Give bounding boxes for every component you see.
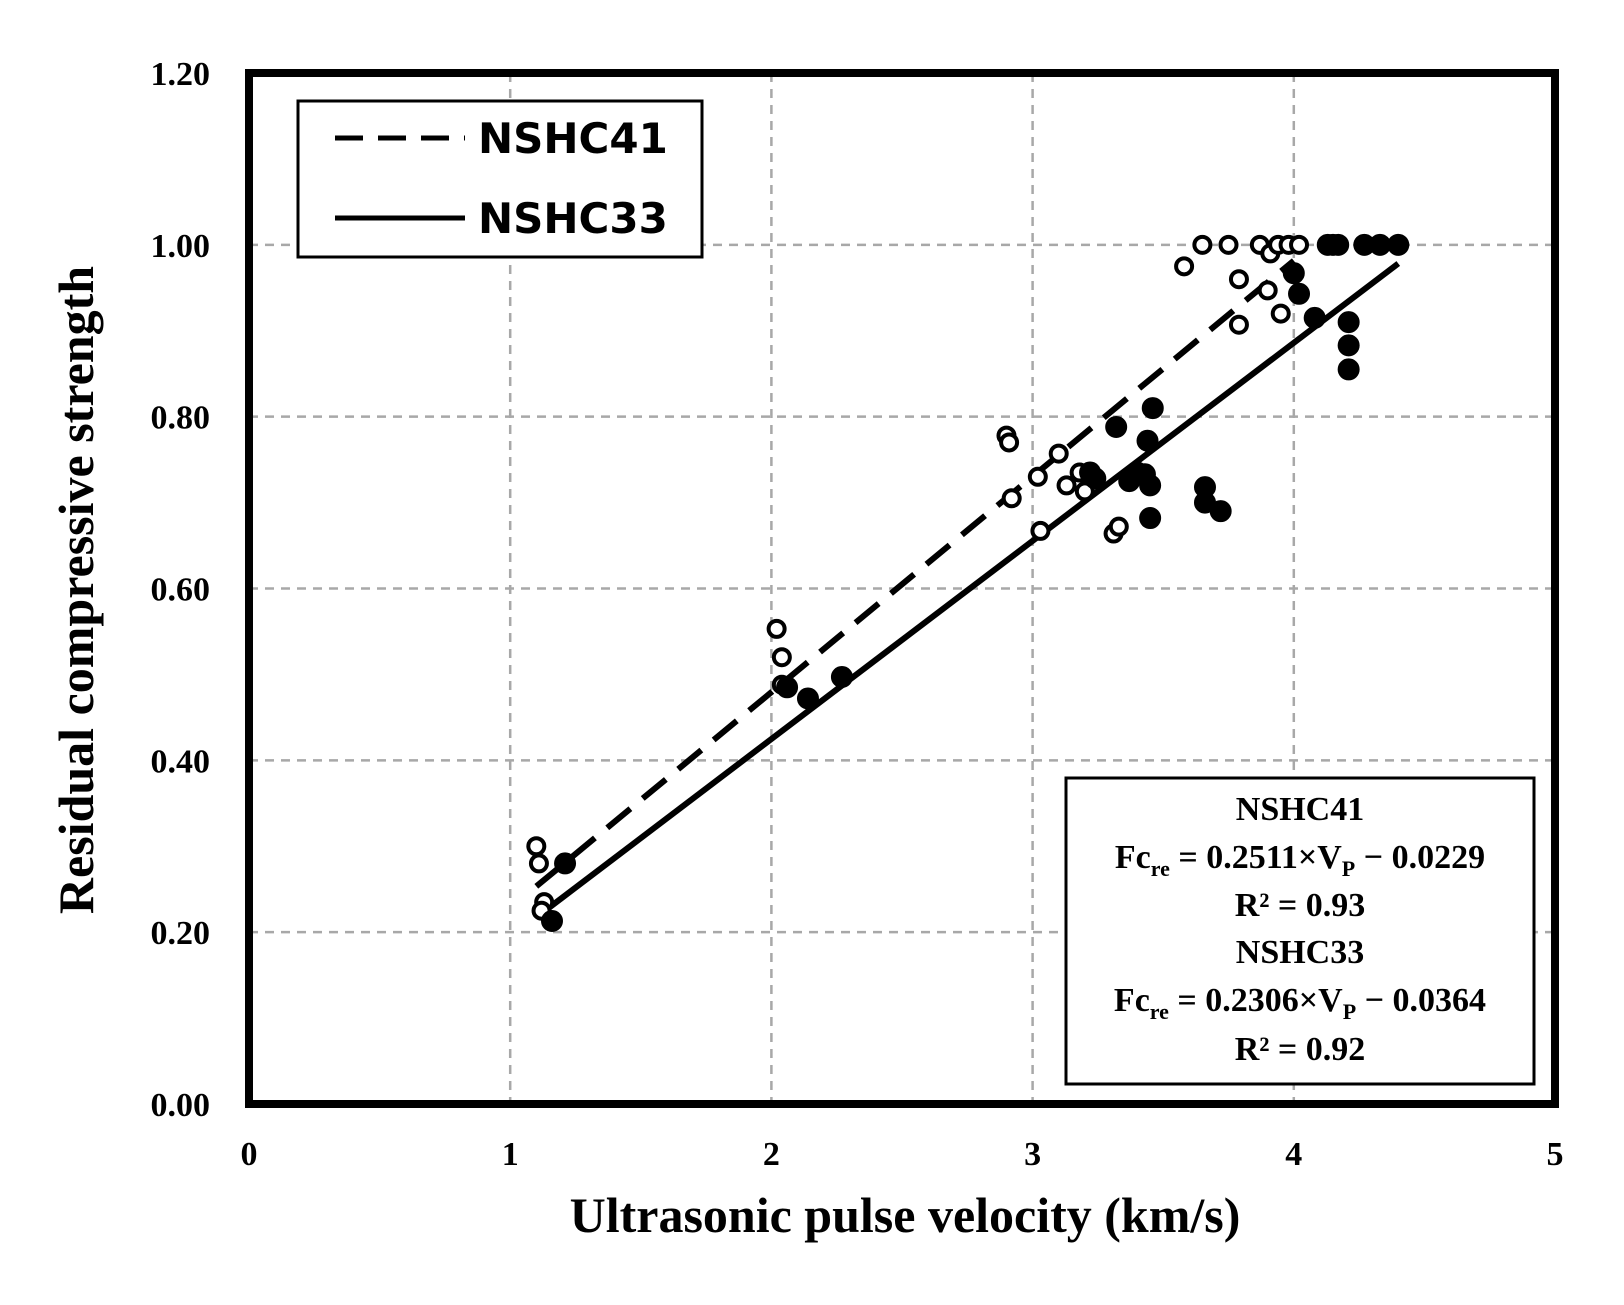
point-nshc41 bbox=[526, 836, 547, 857]
point-nshc33 bbox=[1337, 334, 1360, 357]
eq41-formula: Fcre = 0.2511×VP − 0.0229 bbox=[1115, 839, 1485, 881]
point-nshc41 bbox=[1270, 303, 1291, 324]
fit-line-nshc41 bbox=[534, 258, 1296, 889]
point-nshc33 bbox=[1105, 415, 1128, 438]
point-nshc33 bbox=[1084, 467, 1107, 490]
x-tick-label: 2 bbox=[763, 1136, 780, 1173]
point-nshc33 bbox=[1139, 507, 1162, 530]
y-tick-label: 0.00 bbox=[151, 1087, 211, 1124]
point-nshc41 bbox=[1289, 234, 1310, 255]
point-nshc33 bbox=[1387, 233, 1410, 256]
y-tick-label: 1.00 bbox=[151, 228, 211, 265]
y-tick-label: 1.20 bbox=[151, 56, 211, 93]
point-nshc41 bbox=[1228, 269, 1249, 290]
plot-frame bbox=[245, 69, 1559, 1108]
legend: NSHC41 NSHC33 bbox=[296, 99, 704, 259]
point-nshc33 bbox=[1136, 429, 1159, 452]
x-tick-label: 4 bbox=[1285, 1136, 1302, 1173]
eq41-r2: R² = 0.93 bbox=[1235, 887, 1366, 924]
x-tick-label: 5 bbox=[1547, 1136, 1564, 1173]
eq33-fc: Fc bbox=[1114, 982, 1150, 1019]
point-nshc41 bbox=[1174, 256, 1195, 277]
eq41-fc-sub: re bbox=[1151, 856, 1170, 881]
point-nshc33 bbox=[796, 687, 819, 710]
y-tick-label: 0.60 bbox=[151, 572, 211, 609]
y-axis-title: Residual compressive strength bbox=[48, 266, 104, 914]
legend-label-nshc33: NSHC33 bbox=[478, 194, 668, 243]
eq33-series-name: NSHC33 bbox=[1236, 934, 1364, 971]
point-nshc41 bbox=[771, 647, 792, 668]
eq33-r2: R² = 0.92 bbox=[1235, 1031, 1366, 1068]
point-nshc41 bbox=[1030, 520, 1051, 541]
point-nshc41 bbox=[1108, 516, 1129, 537]
eq41-body: = 0.2511×V bbox=[1170, 839, 1342, 876]
point-nshc33 bbox=[540, 909, 563, 932]
eq33-body: = 0.2306×V bbox=[1169, 982, 1343, 1019]
point-nshc33 bbox=[1282, 262, 1305, 285]
point-nshc41 bbox=[1048, 443, 1069, 464]
eq33-formula: Fcre = 0.2306×VP − 0.0364 bbox=[1114, 982, 1486, 1024]
point-nshc33 bbox=[830, 665, 853, 688]
equation-box-frame bbox=[1064, 776, 1536, 1086]
point-nshc33 bbox=[1139, 474, 1162, 497]
point-nshc33 bbox=[1303, 306, 1326, 329]
point-nshc41 bbox=[1228, 314, 1249, 335]
x-axis-title: Ultrasonic pulse velocity (km/s) bbox=[570, 1187, 1241, 1243]
point-nshc41 bbox=[766, 618, 787, 639]
y-tick-label: 0.40 bbox=[151, 743, 211, 780]
point-nshc33 bbox=[776, 676, 799, 699]
eq41-tail: − 0.0229 bbox=[1355, 839, 1485, 876]
eq41-v-sub: P bbox=[1342, 856, 1355, 881]
point-nshc33 bbox=[1288, 282, 1311, 305]
y-tick-labels: 0.00 0.20 0.40 0.60 0.80 1.00 1.20 bbox=[151, 56, 211, 1124]
x-tick-label: 1 bbox=[502, 1136, 519, 1173]
eq33-v-sub: P bbox=[1343, 999, 1356, 1024]
eq41-fc: Fc bbox=[1115, 839, 1151, 876]
y-tick-label: 0.80 bbox=[151, 400, 211, 437]
eq41-series-name: NSHC41 bbox=[1236, 791, 1364, 828]
point-nshc41 bbox=[1257, 280, 1278, 301]
y-tick-label: 0.20 bbox=[151, 915, 211, 952]
equation-box: NSHC41 Fcre = 0.2511×VP − 0.0229 R² = 0.… bbox=[1064, 776, 1536, 1086]
point-nshc41 bbox=[999, 432, 1020, 453]
legend-box bbox=[296, 99, 704, 259]
point-nshc41 bbox=[1001, 488, 1022, 509]
point-nshc41 bbox=[1056, 475, 1077, 496]
point-nshc33 bbox=[1209, 500, 1232, 523]
point-nshc41 bbox=[1192, 234, 1213, 255]
x-tick-label: 3 bbox=[1024, 1136, 1041, 1173]
point-nshc33 bbox=[554, 852, 577, 875]
point-nshc33 bbox=[1337, 311, 1360, 334]
x-tick-labels: 0 1 2 3 4 5 bbox=[241, 1136, 1564, 1173]
point-nshc41 bbox=[1218, 234, 1239, 255]
point-nshc33 bbox=[1337, 358, 1360, 381]
fit-lines bbox=[534, 258, 1401, 910]
point-nshc33 bbox=[1327, 233, 1350, 256]
point-nshc41 bbox=[1027, 466, 1048, 487]
x-tick-label: 0 bbox=[241, 1136, 258, 1173]
fit-line-nshc33 bbox=[547, 261, 1401, 910]
point-nshc33 bbox=[1368, 233, 1391, 256]
point-nshc41 bbox=[528, 853, 549, 874]
legend-label-nshc41: NSHC41 bbox=[478, 114, 668, 163]
point-nshc33 bbox=[1141, 397, 1164, 420]
eq33-fc-sub: re bbox=[1150, 999, 1169, 1024]
eq33-tail: − 0.0364 bbox=[1356, 982, 1486, 1019]
data-points bbox=[526, 233, 1410, 932]
